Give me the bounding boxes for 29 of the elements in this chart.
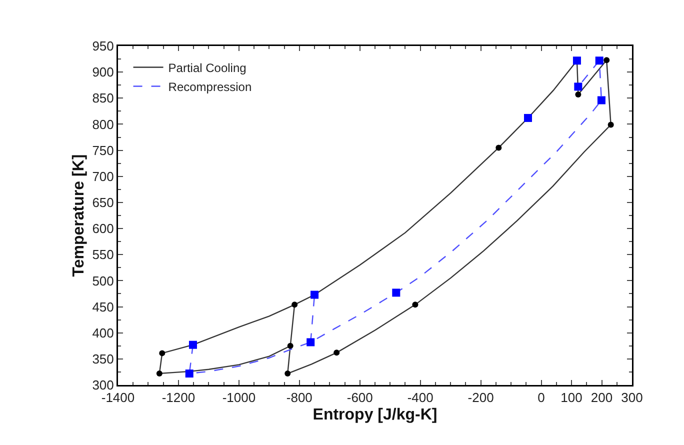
legend-label: Recompression (168, 80, 252, 94)
y-tick-label: 300 (92, 378, 114, 393)
y-tick-label: 850 (92, 90, 114, 106)
x-tick-label: -1400 (101, 390, 135, 406)
x-tick-label: 200 (590, 390, 613, 406)
x-axis-title: Entropy [J/kg-K] (312, 406, 438, 424)
legend-label: Partial Cooling (168, 60, 246, 75)
y-tick-label: 650 (92, 195, 114, 210)
x-tick-label: -400 (407, 390, 434, 406)
x-tick-label: -200 (468, 390, 494, 406)
x-tick-label: -1000 (222, 390, 256, 406)
y-tick-label: 950 (92, 38, 114, 54)
y-axis-title: Temperature [K] (70, 154, 88, 277)
y-tick-label: 400 (92, 325, 114, 340)
y-tick-label: 350 (92, 351, 114, 366)
x-tick-label: 100 (560, 390, 582, 406)
y-tick-label: 750 (92, 142, 114, 158)
x-tick-label: 300 (621, 390, 643, 406)
y-tick-label: 800 (92, 116, 114, 132)
x-tick-label: 0 (538, 390, 545, 406)
y-tick-label: 700 (92, 168, 114, 184)
x-tick-label: -600 (346, 390, 373, 406)
y-tick-label: 450 (92, 299, 114, 314)
x-tick-label: -1200 (162, 390, 196, 406)
y-tick-label: 550 (92, 247, 114, 262)
y-tick-label: 600 (92, 221, 114, 236)
x-tick-label: -800 (286, 390, 312, 406)
y-tick-label: 900 (92, 64, 114, 80)
y-tick-label: 500 (92, 273, 114, 288)
